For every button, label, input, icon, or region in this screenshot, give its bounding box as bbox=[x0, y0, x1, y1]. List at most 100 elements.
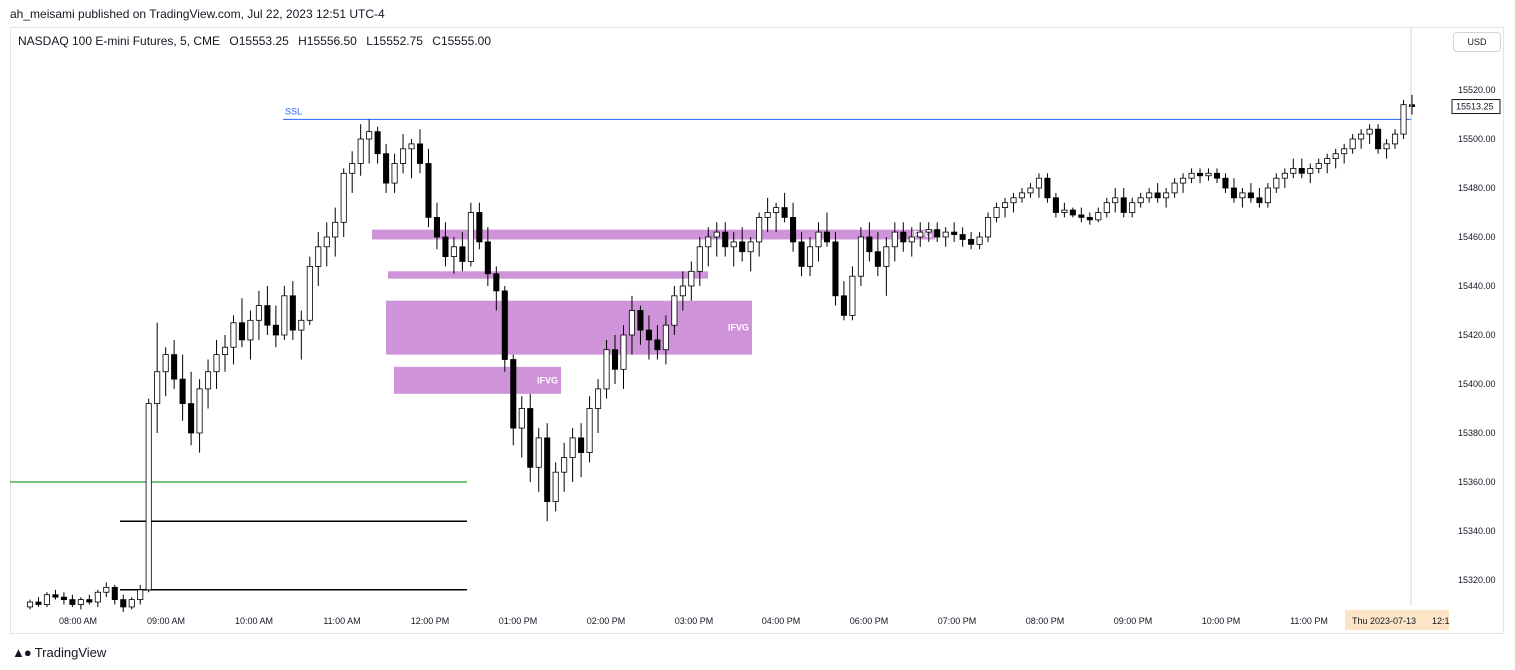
candle bbox=[433, 202, 440, 250]
candle bbox=[111, 584, 118, 605]
candle bbox=[1247, 183, 1254, 203]
candle bbox=[637, 305, 644, 345]
legend-close: C15555.00 bbox=[432, 34, 491, 48]
candle bbox=[1069, 207, 1076, 218]
candle-body bbox=[1230, 187, 1237, 199]
level-label-SSL: SSL bbox=[285, 106, 302, 116]
tradingview-logo-icon: ▲● bbox=[12, 645, 32, 660]
candle-body bbox=[476, 212, 483, 243]
candle bbox=[1400, 99, 1407, 139]
candle-body bbox=[340, 172, 347, 223]
candle bbox=[1120, 188, 1127, 218]
candle-body bbox=[86, 599, 93, 603]
candle bbox=[1366, 124, 1373, 144]
candle-body bbox=[781, 207, 788, 218]
legend-symbol: NASDAQ 100 E-mini Futures, 5, CME bbox=[18, 34, 221, 48]
candle-body bbox=[993, 207, 1000, 218]
candle-body bbox=[315, 246, 322, 267]
candle bbox=[1154, 183, 1161, 203]
candle bbox=[238, 298, 245, 348]
candle-body bbox=[679, 285, 686, 297]
candle bbox=[705, 227, 712, 267]
candle-body bbox=[137, 589, 144, 600]
candle-body bbox=[425, 163, 432, 218]
candle-body bbox=[450, 246, 457, 258]
candle bbox=[679, 271, 686, 311]
candle-body bbox=[662, 324, 669, 351]
candle bbox=[1188, 168, 1195, 184]
candle-body bbox=[1264, 187, 1271, 204]
candle bbox=[366, 119, 373, 164]
candle bbox=[315, 232, 322, 286]
candle-body bbox=[255, 305, 262, 321]
candle-body bbox=[1002, 202, 1009, 208]
candle-body bbox=[552, 471, 559, 503]
candle bbox=[43, 592, 50, 607]
candle-body bbox=[1341, 148, 1348, 155]
candle-body bbox=[374, 131, 381, 155]
candle-body bbox=[323, 236, 330, 248]
candle-body bbox=[1307, 167, 1314, 174]
candle-body bbox=[188, 403, 195, 434]
candle-body bbox=[874, 251, 881, 267]
candle bbox=[840, 281, 847, 321]
candle-body bbox=[306, 265, 313, 321]
current-price-tag-bg bbox=[1451, 99, 1501, 115]
candle-body bbox=[637, 310, 644, 331]
candle bbox=[1315, 158, 1322, 174]
candle-body bbox=[349, 163, 356, 174]
candle bbox=[1018, 188, 1026, 203]
candle bbox=[340, 168, 347, 237]
candle-body bbox=[1069, 209, 1076, 216]
candle bbox=[60, 592, 67, 605]
fvg-zone-label: IFVG bbox=[728, 323, 749, 333]
candle bbox=[171, 339, 178, 389]
candle-body bbox=[289, 295, 296, 331]
candle-body bbox=[527, 408, 534, 468]
tradingview-footer[interactable]: ▲● TradingView bbox=[12, 645, 106, 660]
time-tick-label: 12:00 PM bbox=[411, 616, 450, 626]
candle bbox=[857, 227, 864, 286]
candle-body bbox=[433, 216, 440, 238]
candle-body bbox=[281, 295, 288, 336]
candle-body bbox=[459, 246, 466, 262]
candle-body bbox=[1400, 104, 1407, 135]
candle-body bbox=[1213, 172, 1221, 179]
candle-body bbox=[1332, 153, 1339, 159]
fvg-zones: IFVGIFVGIFVG bbox=[372, 230, 935, 394]
candle-body bbox=[544, 437, 551, 502]
candle-body bbox=[815, 231, 822, 248]
candle-body bbox=[968, 239, 975, 245]
candle bbox=[1163, 188, 1170, 208]
candle-body bbox=[1349, 138, 1356, 150]
candle-body bbox=[1392, 133, 1399, 145]
candle-body bbox=[1163, 192, 1170, 199]
candle bbox=[188, 371, 195, 446]
candle bbox=[1002, 197, 1009, 218]
candle-body bbox=[561, 457, 568, 473]
candle bbox=[1222, 173, 1229, 193]
candle bbox=[484, 227, 491, 286]
candle bbox=[1035, 173, 1042, 198]
tradingview-logo-text: TradingView bbox=[34, 645, 107, 660]
candle bbox=[891, 222, 898, 262]
candle-body bbox=[620, 334, 627, 370]
chart-pane[interactable] bbox=[10, 27, 1504, 634]
candle bbox=[86, 594, 93, 605]
candle bbox=[306, 256, 313, 326]
candle bbox=[1298, 158, 1305, 179]
candle-body bbox=[917, 231, 924, 238]
candle-body bbox=[1180, 177, 1187, 184]
candle bbox=[450, 237, 457, 274]
candle bbox=[35, 597, 42, 607]
candle bbox=[1044, 173, 1051, 203]
price-tick-label: 15400.00 bbox=[1458, 379, 1496, 389]
candle bbox=[1290, 158, 1297, 179]
candle-body bbox=[383, 153, 390, 184]
candle-body bbox=[1222, 177, 1229, 189]
candle bbox=[654, 325, 661, 360]
currency-button[interactable]: USD bbox=[1453, 32, 1501, 52]
candle-body bbox=[1154, 192, 1161, 199]
candle-body bbox=[1358, 133, 1365, 140]
